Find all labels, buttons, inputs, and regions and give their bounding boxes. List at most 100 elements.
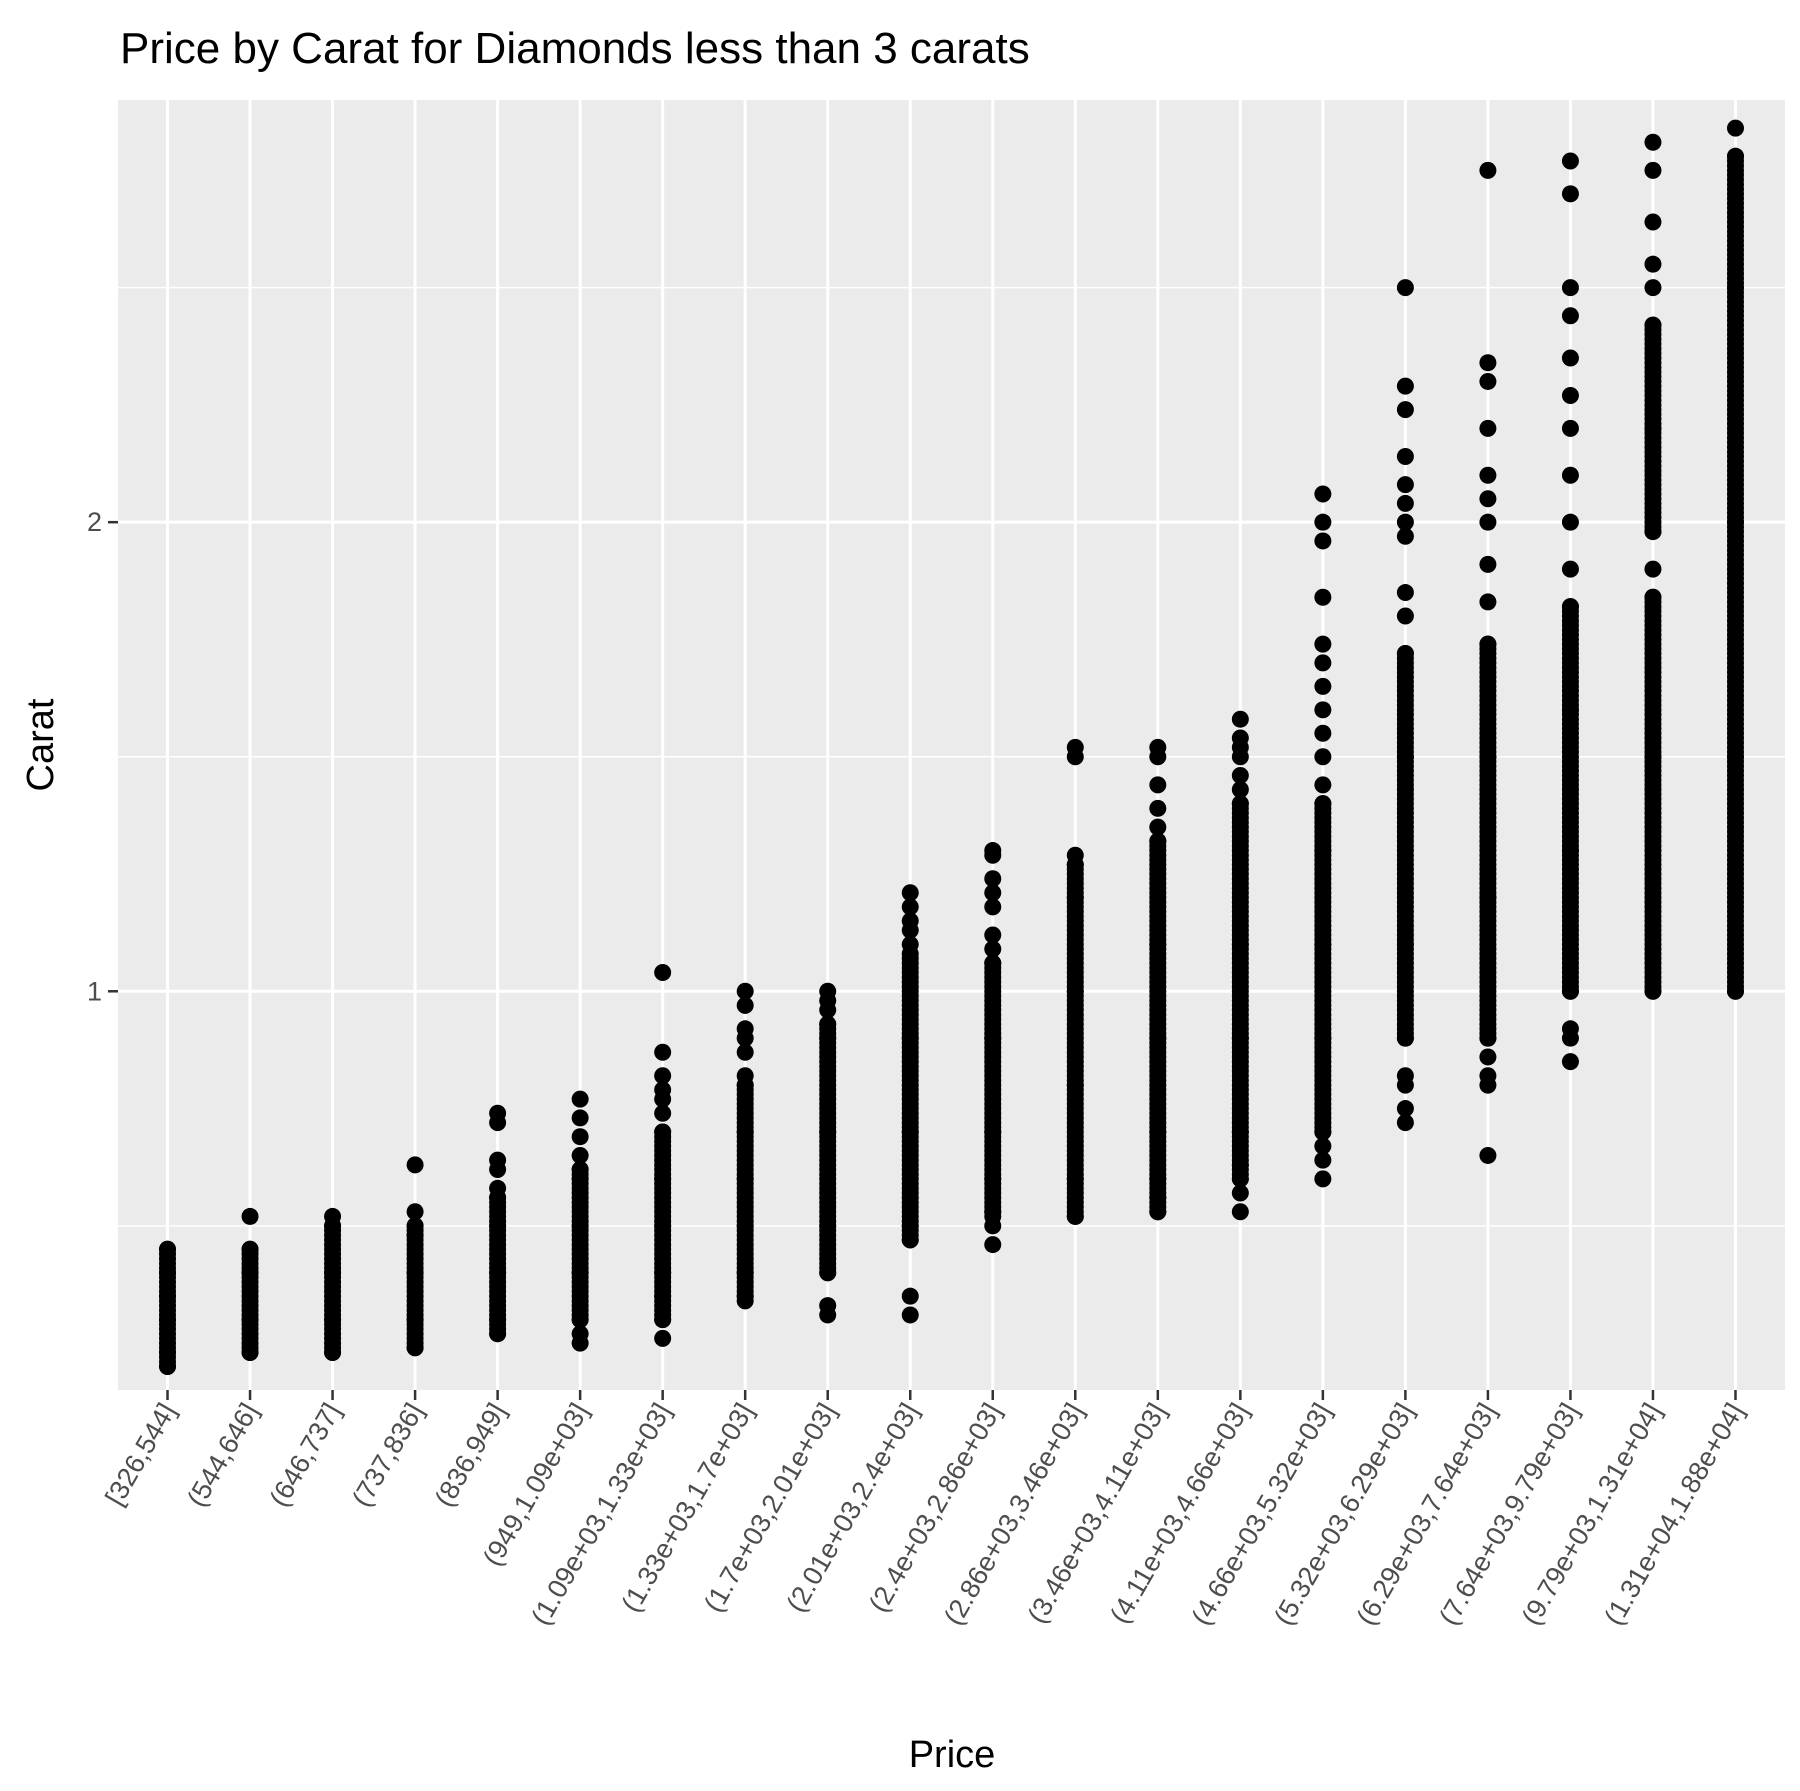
data-point	[1644, 316, 1662, 334]
x-tick-label: [326,544]	[99, 1398, 181, 1511]
data-point	[1479, 1146, 1497, 1164]
data-point	[1561, 185, 1579, 203]
data-point	[1314, 513, 1332, 531]
data-point	[489, 1151, 507, 1169]
data-point	[1231, 1029, 1249, 1047]
data-point	[1561, 982, 1579, 1000]
data-point	[1561, 349, 1579, 367]
data-point	[819, 1015, 837, 1033]
data-point	[1396, 448, 1414, 466]
data-point	[1396, 494, 1414, 512]
data-point	[1396, 1100, 1414, 1118]
data-point	[1561, 419, 1579, 437]
data-point	[1149, 1170, 1167, 1188]
data-point	[1231, 781, 1249, 799]
category-points	[1561, 152, 1579, 1071]
data-point	[324, 1311, 342, 1329]
x-axis-title: Price	[909, 1734, 996, 1776]
data-point	[241, 1343, 259, 1361]
data-point	[901, 1231, 919, 1249]
data-point	[571, 1090, 589, 1108]
data-point	[654, 1123, 672, 1141]
data-point	[571, 1325, 589, 1343]
data-point	[819, 982, 837, 1000]
data-point	[654, 1287, 672, 1305]
data-point	[1644, 523, 1662, 541]
data-point	[1149, 1123, 1167, 1141]
category-points	[901, 884, 919, 1324]
category-points	[159, 1240, 177, 1376]
data-point	[654, 1081, 672, 1099]
data-point	[901, 1287, 919, 1305]
data-point	[324, 1343, 342, 1361]
data-point	[1149, 799, 1167, 817]
x-tick-label: (646,737]	[264, 1398, 347, 1512]
category-points	[571, 1090, 589, 1352]
data-point	[1066, 982, 1084, 1000]
data-point	[1561, 842, 1579, 860]
data-point	[1314, 1137, 1332, 1155]
data-point	[1314, 795, 1332, 813]
data-point	[1561, 1053, 1579, 1071]
category-points	[736, 982, 754, 1310]
data-point	[489, 1217, 507, 1235]
x-tick-label: (544,646]	[181, 1398, 264, 1512]
data-point	[1066, 738, 1084, 756]
data-point	[1396, 401, 1414, 419]
data-point	[654, 1217, 672, 1235]
category-points	[1066, 738, 1084, 1225]
data-point	[736, 1287, 754, 1305]
category-points	[1644, 133, 1662, 1000]
category-points	[324, 1207, 342, 1361]
category-points	[406, 1156, 424, 1357]
data-point	[1231, 795, 1249, 813]
data-point	[819, 1264, 837, 1282]
y-tick-label: 1	[87, 976, 102, 1006]
data-point	[1644, 748, 1662, 766]
data-point	[489, 1104, 507, 1122]
data-point	[1561, 513, 1579, 531]
data-point	[1396, 1067, 1414, 1085]
x-axis: [326,544] (544,646] (646,737] (737,836] (836…	[99, 1390, 1750, 1630]
data-point	[984, 898, 1002, 916]
data-point	[489, 1311, 507, 1329]
category-points	[1726, 119, 1744, 1000]
data-point	[1314, 842, 1332, 860]
data-point	[571, 1161, 589, 1179]
data-point	[324, 1264, 342, 1282]
data-point	[984, 926, 1002, 944]
data-point	[1561, 701, 1579, 719]
data-point	[984, 954, 1002, 972]
data-point	[654, 1329, 672, 1347]
data-point	[1231, 710, 1249, 728]
data-point	[901, 912, 919, 930]
data-point	[736, 1043, 754, 1061]
data-point	[1726, 513, 1744, 531]
data-point	[984, 1203, 1002, 1221]
data-point	[1231, 1170, 1249, 1188]
data-point	[1314, 1029, 1332, 1047]
data-point	[984, 870, 1002, 888]
data-point	[1314, 776, 1332, 794]
data-point	[736, 1170, 754, 1188]
data-point	[1479, 372, 1497, 390]
data-point	[489, 1179, 507, 1197]
y-tick-label: 2	[87, 507, 102, 537]
data-point	[159, 1343, 177, 1361]
data-point	[1479, 419, 1497, 437]
data-point	[1396, 935, 1414, 953]
data-point	[1314, 588, 1332, 606]
data-point	[654, 1170, 672, 1188]
data-point	[1561, 279, 1579, 297]
data-point	[1479, 1067, 1497, 1085]
data-point	[1479, 490, 1497, 508]
data-point	[1479, 635, 1497, 653]
category-points	[241, 1207, 259, 1361]
data-point	[1396, 1029, 1414, 1047]
data-point	[1149, 1203, 1167, 1221]
data-point	[406, 1156, 424, 1174]
data-point	[984, 1236, 1002, 1254]
data-point	[1066, 1207, 1084, 1225]
data-point	[324, 1207, 342, 1225]
data-point	[1314, 748, 1332, 766]
